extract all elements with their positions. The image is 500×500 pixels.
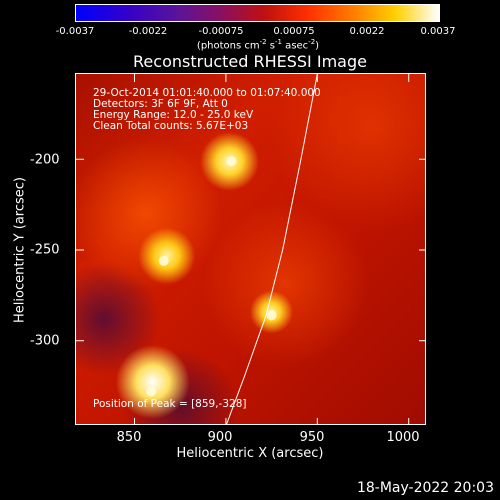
bright-source xyxy=(145,386,156,397)
timestamp: 18-May-2022 20:03 xyxy=(356,480,494,496)
x-tick-label: 850 xyxy=(116,430,142,445)
colorbar xyxy=(75,4,440,22)
y-tick-label: -300 xyxy=(30,333,60,349)
y-tick-label: -200 xyxy=(30,152,60,168)
solar-limb-line xyxy=(226,74,318,424)
image-plot-area: 29-Oct-2014 01:01:40.000 to 01:07:40.000… xyxy=(75,73,426,425)
peak-position-label: Position of Peak = [859,-328] xyxy=(93,398,247,410)
colorbar-units: (photons cm-2 s-1 asec-2) xyxy=(196,38,320,52)
colorbar-tick-label: 0.0022 xyxy=(349,26,385,37)
y-tick-label: -250 xyxy=(30,242,60,258)
annotation-line: Clean Total counts: 5.67E+03 xyxy=(93,120,249,132)
bright-source xyxy=(226,156,237,167)
colorbar-tick-label: 0.00075 xyxy=(273,26,315,37)
colorbar-tick-label: -0.0037 xyxy=(55,26,95,37)
colorbar-tick-label: -0.0022 xyxy=(128,26,168,37)
colorbar-tick-label: -0.00075 xyxy=(198,26,244,37)
x-tick-label: 950 xyxy=(299,430,325,445)
y-axis-label: Heliocentric Y (arcsec) xyxy=(12,177,28,323)
x-axis-label: Heliocentric X (arcsec) xyxy=(176,446,324,461)
x-tick-label: 900 xyxy=(207,430,233,445)
x-tick-label: 1000 xyxy=(386,430,420,445)
bright-source xyxy=(266,310,277,321)
annotation-line: Detectors: 3F 6F 9F, Att 0 xyxy=(93,98,228,110)
annotation-line: Energy Range: 12.0 - 25.0 keV xyxy=(93,109,254,121)
colorbar-tick-label: 0.0037 xyxy=(420,26,456,37)
plot-overlay xyxy=(76,74,425,424)
bright-source xyxy=(158,255,169,266)
annotation-line: 29-Oct-2014 01:01:40.000 to 01:07:40.000 xyxy=(93,87,321,99)
chart-title: Reconstructed RHESSI Image xyxy=(133,52,367,71)
